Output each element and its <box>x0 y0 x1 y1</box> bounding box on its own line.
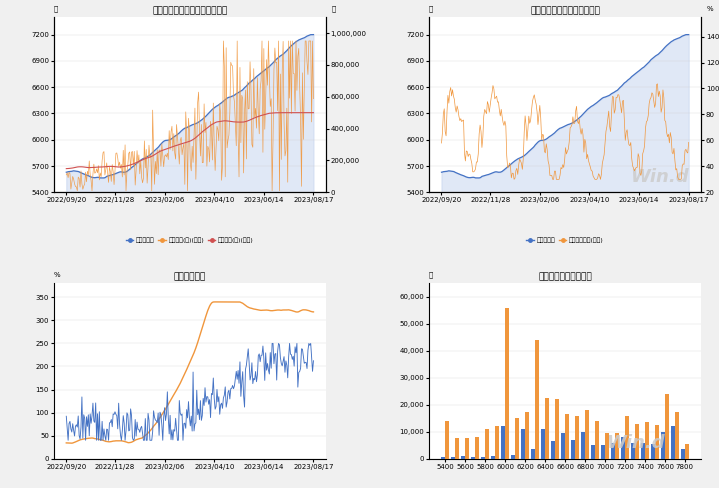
Title: 标的收盘价与期权成交量持仓量: 标的收盘价与期权成交量持仓量 <box>152 6 227 15</box>
Bar <box>535 340 539 459</box>
Bar <box>625 416 629 459</box>
Bar <box>621 437 625 459</box>
Title: 标的收盘价与期权成交持仓比: 标的收盘价与期权成交持仓比 <box>530 6 600 15</box>
Bar <box>551 441 555 459</box>
Bar <box>472 457 475 459</box>
Text: 元: 元 <box>429 5 434 12</box>
Bar <box>445 421 449 459</box>
Title: 认沽认购比率: 认沽认购比率 <box>174 272 206 281</box>
Text: %: % <box>707 6 713 12</box>
Bar <box>455 439 459 459</box>
Bar <box>562 433 565 459</box>
Bar <box>575 416 579 459</box>
Bar <box>501 427 505 459</box>
Bar <box>585 410 589 459</box>
Bar <box>655 425 659 459</box>
Bar <box>511 455 516 459</box>
Text: Win.d: Win.d <box>606 434 664 452</box>
Bar <box>516 418 519 459</box>
Bar <box>661 432 665 459</box>
Bar <box>651 444 655 459</box>
Bar <box>605 433 609 459</box>
Bar <box>601 445 605 459</box>
Text: 元: 元 <box>54 5 58 12</box>
Bar <box>665 394 669 459</box>
Bar <box>591 445 595 459</box>
Bar <box>555 399 559 459</box>
Text: Win.d: Win.d <box>631 168 689 186</box>
Bar <box>495 427 499 459</box>
Title: 各行权价成交量持仓量: 各行权价成交量持仓量 <box>539 272 592 281</box>
Bar <box>572 440 575 459</box>
Legend: 标的收盘价, 日成交持仓比(右轴): 标的收盘价, 日成交持仓比(右轴) <box>524 235 606 245</box>
Bar <box>581 432 585 459</box>
Bar <box>635 424 638 459</box>
Bar <box>631 443 635 459</box>
Bar <box>681 449 685 459</box>
Bar <box>441 457 445 459</box>
Bar <box>462 456 465 459</box>
Bar <box>611 443 615 459</box>
Bar <box>565 414 569 459</box>
Bar <box>475 437 479 459</box>
Bar <box>482 457 485 459</box>
Text: 张: 张 <box>429 272 434 278</box>
Bar <box>531 449 535 459</box>
Bar <box>685 444 689 459</box>
Bar <box>615 433 619 459</box>
Bar <box>525 411 529 459</box>
Legend: 标的收盘价, 日成交量(张)(右轴), 日持仓量(张)(右轴): 标的收盘价, 日成交量(张)(右轴), 日持仓量(张)(右轴) <box>124 235 256 245</box>
Bar <box>452 457 455 459</box>
Bar <box>645 422 649 459</box>
Bar <box>485 429 489 459</box>
Bar <box>541 429 545 459</box>
Bar <box>595 421 599 459</box>
Bar <box>465 438 469 459</box>
Bar <box>505 308 509 459</box>
Bar <box>671 427 675 459</box>
Text: %: % <box>54 272 60 278</box>
Bar <box>641 443 645 459</box>
Text: 张: 张 <box>331 5 336 12</box>
Bar <box>491 456 495 459</box>
Bar <box>675 411 679 459</box>
Bar <box>545 398 549 459</box>
Bar <box>521 429 525 459</box>
